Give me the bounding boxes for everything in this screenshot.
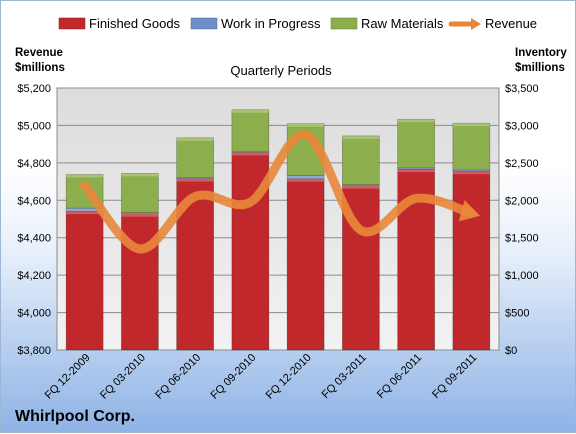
bar-highlight [121, 173, 159, 177]
x-axis-ticks: FQ 12-2009 FQ 03-2010 FQ 06-2010 FQ 09-2010… [43, 352, 480, 402]
company-name: Whirlpool Corp. [15, 408, 135, 425]
bar-highlight [176, 178, 214, 182]
bar-highlight [342, 185, 380, 189]
bar-finished-goods [452, 170, 491, 351]
legend-swatch-raw-materials [330, 17, 358, 30]
bar-highlight [176, 137, 214, 141]
right-axis-title-line1: Inventory [515, 47, 567, 59]
bar-highlight [231, 109, 269, 113]
revenue-point [359, 229, 362, 232]
left-tick-label: $4,000 [17, 308, 51, 320]
legend-label-work-in-progress: Work in Progress [221, 16, 321, 31]
bar-raw-materials [452, 122, 491, 171]
bar-highlight [231, 151, 269, 153]
bar-raw-materials [176, 137, 214, 178]
legend: Finished Goods Work in Progress Raw Mate… [58, 16, 537, 31]
left-axis-title-line2: $millions [15, 62, 65, 74]
left-tick-label: $5,000 [17, 120, 51, 132]
bar-highlight [452, 171, 490, 175]
left-tick-label: $4,600 [17, 195, 51, 207]
revenue-point [304, 133, 307, 136]
revenue-point [194, 195, 197, 198]
left-tick-label: $4,200 [17, 270, 51, 282]
bar-highlight [397, 168, 435, 172]
right-tick-label: $2,500 [505, 158, 539, 170]
right-axis-title-line2: $millions [515, 62, 565, 74]
revenue-point [470, 212, 473, 215]
legend-label-raw-materials: Raw Materials [361, 16, 444, 31]
left-tick-label: $5,200 [17, 83, 51, 95]
legend-label-revenue: Revenue [485, 16, 537, 31]
legend-label-finished-goods: Finished Goods [89, 16, 181, 31]
bar-highlight [452, 123, 490, 127]
left-axis-ticks: $3,800 $4,000 $4,200 $4,400 $4,600 $4,800 $5,0… [17, 83, 51, 357]
bar-finished-goods [121, 213, 159, 351]
bar-raw-materials [397, 118, 435, 169]
bar-finished-goods [286, 178, 325, 351]
bar-highlight [66, 174, 104, 178]
bar-highlight [397, 167, 435, 169]
right-tick-label: $3,000 [505, 120, 539, 132]
bar-raw-materials [342, 135, 380, 185]
bar-highlight [66, 211, 104, 215]
bar-highlight [287, 123, 325, 127]
x-tick-label: FQ 06-2010 [153, 352, 203, 402]
bar-highlight [176, 177, 214, 179]
legend-swatch-finished-goods [58, 17, 86, 30]
bar-highlight [342, 184, 380, 186]
revenue-line-arrowhead [458, 200, 481, 222]
bar-highlight [397, 119, 435, 123]
revenue-line [80, 130, 476, 254]
bar-highlight [121, 213, 159, 217]
right-tick-label: $1,000 [505, 270, 539, 282]
x-tick-label: FQ 06-2011 [375, 352, 424, 401]
left-tick-label: $4,400 [17, 233, 51, 245]
legend-swatch-work-in-progress [190, 17, 218, 30]
bar-highlight [66, 208, 104, 212]
x-tick-label: FQ 03-2011 [320, 352, 369, 401]
right-tick-label: $1,500 [505, 233, 539, 245]
left-tick-label: $4,800 [17, 158, 51, 170]
revenue-point [249, 201, 252, 204]
right-axis-ticks: $0 $500 $1,000 $1,500 $2,000 $2,500 $3,000 $3,5… [505, 83, 539, 357]
bar-highlight [452, 169, 490, 172]
x-tick-label: FQ 12-2010 [264, 352, 314, 402]
right-tick-label: $2,000 [505, 195, 539, 207]
revenue-line-group [80, 130, 481, 254]
chart-subtitle: Quarterly Periods [230, 63, 332, 78]
x-tick-label: FQ 09-2011 [430, 352, 479, 401]
bar-highlight [287, 175, 325, 179]
left-tick-label: $3,800 [17, 345, 51, 357]
legend-swatch-revenue-arrow [471, 18, 481, 30]
bar-highlight [231, 152, 269, 156]
revenue-point [415, 197, 418, 200]
bar-highlight [287, 178, 325, 182]
x-tick-label: FQ 12-2009 [43, 352, 93, 402]
revenue-point [83, 184, 86, 187]
bar-highlight [121, 212, 159, 214]
x-tick-label: FQ 03-2010 [98, 352, 148, 402]
x-tick-label: FQ 09-2010 [209, 352, 259, 402]
right-tick-label: $500 [505, 308, 529, 320]
right-tick-label: $3,500 [505, 83, 539, 95]
bar-raw-materials [121, 173, 159, 213]
bar-work-in-progress [342, 184, 380, 186]
left-axis-title-line1: Revenue [15, 47, 63, 59]
bar-raw-materials [231, 109, 270, 152]
bar-finished-goods [65, 210, 104, 351]
bar-highlight [342, 135, 380, 139]
right-tick-label: $0 [505, 345, 517, 357]
revenue-point [138, 247, 141, 250]
